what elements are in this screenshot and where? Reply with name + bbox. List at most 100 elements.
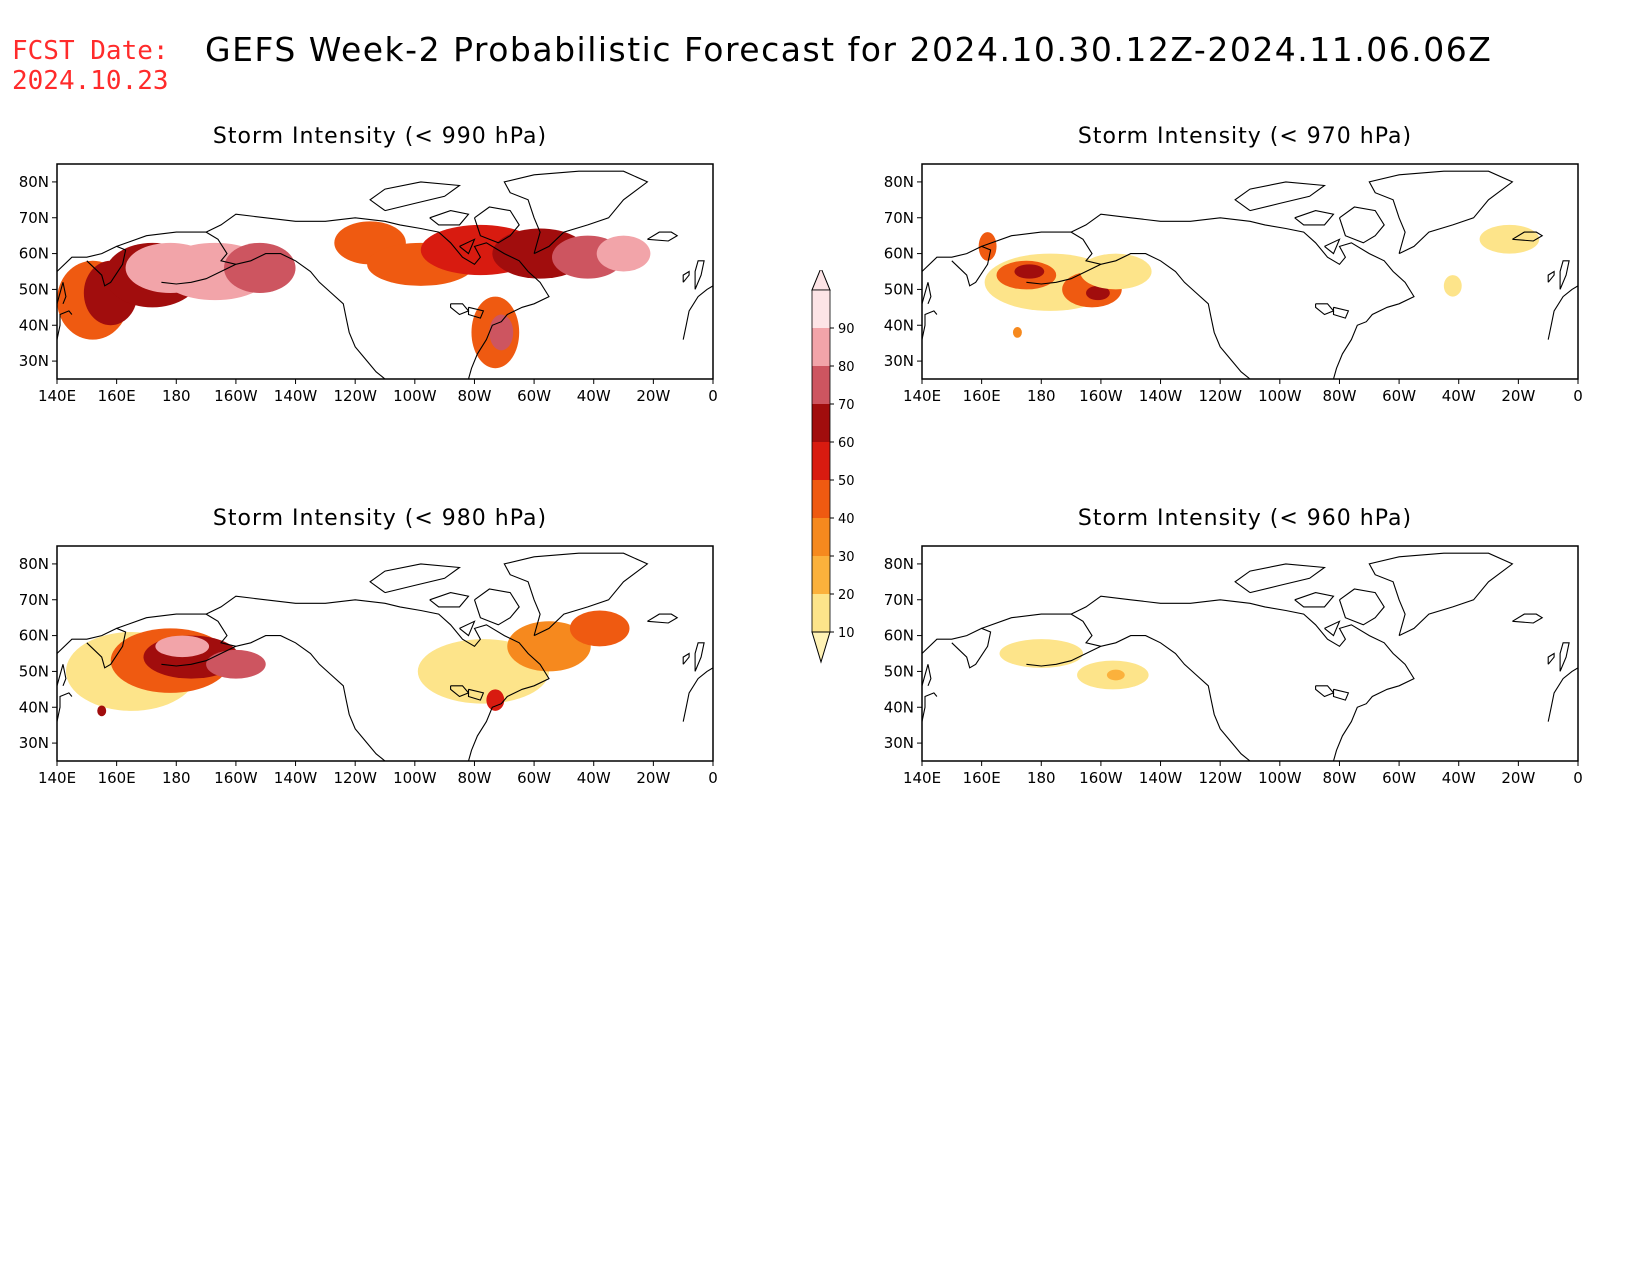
lon-tick-label: 120W [1198, 769, 1242, 787]
lat-tick-label: 60N [884, 627, 914, 645]
coastline [57, 627, 127, 669]
lon-tick-label: 100W [393, 769, 437, 787]
coastline [503, 552, 649, 637]
coastline [1332, 688, 1350, 701]
probability-region [507, 621, 591, 672]
coastline [1338, 206, 1385, 244]
coastline [1547, 652, 1555, 665]
legend-level-label: 60 [838, 436, 855, 451]
lon-tick-label: 140E [903, 387, 941, 405]
lat-tick-label: 30N [884, 734, 914, 752]
panel-title: Storm Intensity (< 990 hPa) [212, 124, 548, 149]
probability-field [978, 224, 1540, 338]
panel-title: Storm Intensity (< 980 hPa) [212, 506, 548, 531]
probability-region [596, 235, 651, 272]
lon-tick-label: 80W [1322, 769, 1356, 787]
coastline [467, 688, 485, 701]
coastline [1234, 563, 1327, 594]
coastline [922, 664, 932, 687]
coastline [161, 263, 237, 285]
lat-tick-label: 30N [19, 352, 49, 370]
coastline [429, 210, 470, 226]
coastline [1368, 170, 1514, 255]
coastline [1234, 181, 1327, 212]
panel-980: Storm Intensity (< 980 hPa) 80N 70N 60N 50N… [0, 506, 760, 866]
coastline [116, 613, 207, 629]
lat-tick-label: 50N [884, 662, 914, 680]
map-frame [921, 163, 1579, 380]
coastline [682, 270, 690, 283]
lat-tick-label: 80N [19, 173, 49, 191]
lat-tick-label: 50N [19, 662, 49, 680]
coastline [647, 613, 679, 624]
lat-tick-label: 60N [884, 245, 914, 263]
probability-region [155, 635, 210, 658]
lon-tick-label: 160W [214, 769, 258, 787]
lat-tick-label: 80N [19, 555, 49, 573]
lat-tick-label: 80N [884, 173, 914, 191]
panel-970: Storm Intensity (< 970 hPa) 80N 70N 60N 50N… [865, 124, 1625, 484]
coastline [473, 206, 520, 244]
probability-region [569, 610, 630, 647]
legend-swatch [812, 404, 830, 442]
probability-region [1086, 285, 1110, 301]
probability-region [489, 314, 514, 351]
coastline [205, 613, 386, 761]
probability-field [999, 639, 1149, 690]
coastline [57, 664, 67, 687]
forecast-date-label: FCST Date: [12, 36, 169, 66]
lat-tick-label: 60N [19, 245, 49, 263]
lon-tick-label: 40W [577, 387, 611, 405]
legend-level-label: 40 [838, 512, 855, 527]
lon-tick-label: 60W [517, 769, 551, 787]
lon-tick-label: 20W [1501, 769, 1535, 787]
lat-tick-label: 50N [19, 280, 49, 298]
coastline [473, 588, 520, 626]
coastline [205, 213, 550, 379]
coastline [116, 231, 207, 247]
lon-tick-label: 100W [393, 387, 437, 405]
lon-tick-label: 100W [1258, 769, 1302, 787]
lon-tick-label: 120W [1198, 387, 1242, 405]
coastline [1070, 213, 1415, 379]
lat-tick-label: 40N [19, 698, 49, 716]
lat-tick-label: 80N [884, 555, 914, 573]
coastline [1547, 667, 1578, 722]
lat-tick-label: 70N [884, 591, 914, 609]
coastline [1547, 270, 1555, 283]
forecast-date-block: FCST Date: 2024.10.23 [12, 36, 169, 96]
coastline [1070, 595, 1415, 761]
legend-level-label: 90 [838, 322, 855, 337]
lon-tick-label: 40W [1442, 769, 1476, 787]
map-frame [56, 163, 714, 380]
coastline [1070, 613, 1251, 761]
lon-tick-label: 120W [333, 387, 377, 405]
coastline [682, 652, 690, 665]
coastline [1324, 238, 1341, 255]
lat-tick-label: 40N [19, 316, 49, 334]
legend-swatch [812, 442, 830, 480]
legend-level-label: 80 [838, 360, 855, 375]
lat-tick-label: 30N [19, 734, 49, 752]
lon-tick-label: 160W [1079, 387, 1123, 405]
coastline [922, 310, 938, 340]
lon-tick-label: 140E [903, 769, 941, 787]
lon-tick-label: 140W [1139, 387, 1183, 405]
lon-tick-label: 40W [577, 769, 611, 787]
coastline [1512, 613, 1544, 624]
coastline [981, 613, 1072, 629]
coastline [369, 563, 462, 594]
lon-tick-label: 80W [457, 387, 491, 405]
coastline [1512, 231, 1544, 242]
probability-field [65, 610, 630, 717]
coastline [459, 238, 476, 255]
lon-tick-label: 80W [457, 769, 491, 787]
lon-tick-label: 60W [1382, 769, 1416, 787]
legend-swatch [812, 290, 830, 328]
map-frame [56, 545, 714, 762]
lon-tick-label: 20W [636, 769, 670, 787]
lon-tick-label: 180 [162, 769, 191, 787]
lon-tick-label: 140E [38, 769, 76, 787]
lon-tick-label: 140W [1139, 769, 1183, 787]
coastline [57, 310, 73, 340]
